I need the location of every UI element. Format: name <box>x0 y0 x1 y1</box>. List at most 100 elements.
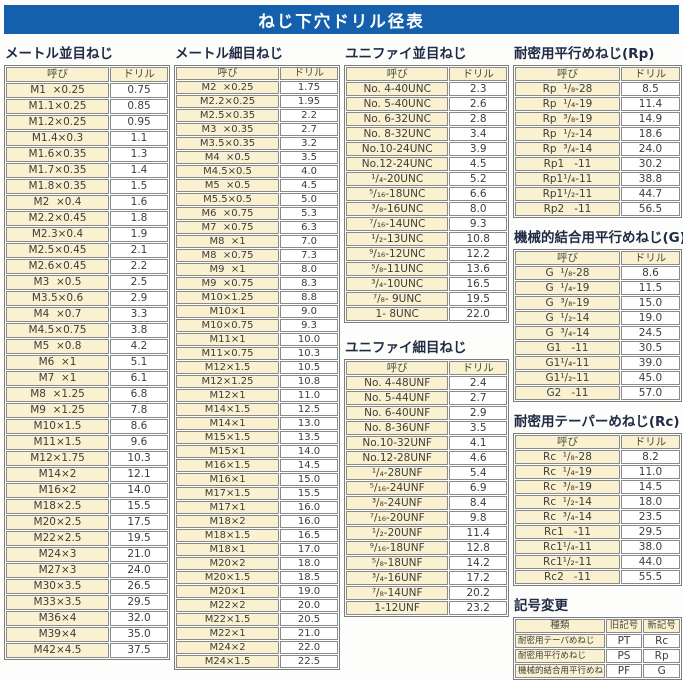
drill-value-cell: 10.8 <box>449 232 507 246</box>
table-row: M1.6×0.35 1.3 <box>6 147 168 162</box>
table-row: Rp1¹/₂-11 44.7 <box>515 187 680 201</box>
table-row: M15×1 14.0 <box>176 445 338 458</box>
column-metric-coarse: メートル並目ねじ 呼び ドリル M1 ×0.25 0.75 M1.1×0.25 0.8… <box>4 34 170 660</box>
table-row: M9 ×0.75 8.3 <box>176 277 338 290</box>
table-row: M4.5×0.75 3.8 <box>6 323 168 338</box>
drill-value-cell: 26.5 <box>110 579 168 594</box>
thread-name-cell: G1¹/₄-11 <box>515 356 620 370</box>
drill-value-cell: 9.8 <box>449 511 507 525</box>
header-row: 呼び ドリル <box>515 435 680 449</box>
table-row: M8 ×1.25 6.8 <box>6 387 168 402</box>
thread-name-cell: M8 ×1 <box>176 235 280 248</box>
table-row: M17×1.5 15.5 <box>176 487 338 500</box>
thread-name-cell: M2.3×0.4 <box>6 227 110 242</box>
table-row: Rc ¹/₈-28 8.2 <box>515 450 680 464</box>
table-row: M22×1 21.0 <box>176 627 338 640</box>
drill-value-cell: 18.6 <box>620 127 680 141</box>
table-row: ³/₄-10UNC 16.5 <box>346 277 507 291</box>
table-row: G ¹/₄-19 11.5 <box>515 281 680 295</box>
thread-name-cell: Rp1 -11 <box>515 157 620 171</box>
thread-name-cell: Rp ¹/₄-19 <box>515 97 620 111</box>
table-row: M4 ×0.7 3.3 <box>6 307 168 322</box>
drill-value-cell: 7.8 <box>110 403 168 418</box>
thread-name-cell: ⁵/₁₆-24UNF <box>346 481 449 495</box>
drill-value-cell: 4.0 <box>280 165 338 178</box>
drill-value-cell: 1.75 <box>280 81 338 94</box>
table-row: Rc ¹/₄-19 11.0 <box>515 465 680 479</box>
thread-name-cell: M1.2×0.25 <box>6 115 110 130</box>
thread-name-cell: ⁹/₁₆-12UNC <box>346 247 449 261</box>
table-row: ³/₈-16UNC 8.0 <box>346 202 507 216</box>
thread-name-cell: ⁷/₁₆-14UNC <box>346 217 449 231</box>
thread-name-cell: M1.4×0.3 <box>6 131 110 146</box>
table-row: G ³/₈-19 15.0 <box>515 296 680 310</box>
thread-name-cell: ¹/₄-20UNC <box>346 172 449 186</box>
drill-value-cell: 21.0 <box>280 627 338 640</box>
drill-value-cell: 15.0 <box>280 473 338 486</box>
section-title-rc: 耐密用テーパーめねじ(Rc) <box>514 414 680 430</box>
drill-value-cell: 4.5 <box>280 179 338 192</box>
drill-value-cell: 20.0 <box>280 599 338 612</box>
table-row: Rp1¹/₄-11 38.8 <box>515 172 680 186</box>
drill-value-cell: 8.4 <box>449 496 507 510</box>
drill-value-cell: 5.4 <box>449 466 507 480</box>
thread-name-cell: M3.5×0.35 <box>176 137 280 150</box>
thread-name-cell: M27×3 <box>6 563 110 578</box>
table-row: Rc1¹/₄-11 38.0 <box>515 540 680 554</box>
drill-value-cell: 23.5 <box>620 510 680 524</box>
drill-value-cell: 5.3 <box>280 207 338 220</box>
table-row: Rp2 -11 56.5 <box>515 202 680 216</box>
drill-value-cell: 4.6 <box>449 451 507 465</box>
table-row: M2.2×0.25 1.95 <box>176 95 338 108</box>
drill-value-cell: 10.3 <box>280 347 338 360</box>
thread-name-cell: Rc ¹/₂-14 <box>515 495 620 509</box>
thread-name-cell: M30×3.5 <box>6 579 110 594</box>
thread-name-cell: M2 ×0.4 <box>6 195 110 210</box>
table-row: M39×4 35.0 <box>6 627 168 642</box>
table-row: M14×2 12.1 <box>6 467 168 482</box>
thread-name-cell: M15×1 <box>176 445 280 458</box>
drill-value-cell: 10.3 <box>110 451 168 466</box>
thread-name-cell: M7 ×0.75 <box>176 221 280 234</box>
thread-name-cell: G ¹/₂-14 <box>515 311 620 325</box>
thread-name-cell: M14×2 <box>6 467 110 482</box>
section-title-symbol-change: 記号変更 <box>514 598 568 614</box>
thread-name-cell: G1¹/₂-11 <box>515 371 620 385</box>
thread-name-cell: M4.5×0.75 <box>6 323 110 338</box>
drill-value-cell: 7.3 <box>280 249 338 262</box>
thread-name-cell: No. 8-32UNC <box>346 127 449 141</box>
table-row: M5 ×0.5 4.5 <box>176 179 338 192</box>
table-row: M1.4×0.3 1.1 <box>6 131 168 146</box>
thread-name-cell: M18×1 <box>176 543 280 556</box>
thread-name-cell: M2.5×0.35 <box>176 109 280 122</box>
old-symbol-cell: PS <box>605 649 643 663</box>
thread-name-cell: G1 -11 <box>515 341 620 355</box>
thread-name-cell: G ¹/₈-28 <box>515 266 620 280</box>
thread-name-cell: Rc ³/₈-19 <box>515 480 620 494</box>
thread-name-cell: G ³/₄-14 <box>515 326 620 340</box>
metric-coarse-table: 呼び ドリル M1 ×0.25 0.75 M1.1×0.25 0.85 M1.2×0.2… <box>4 65 170 660</box>
drill-value-cell: 13.6 <box>449 262 507 276</box>
thread-name-cell: M24×3 <box>6 547 110 562</box>
table-row: M1.1×0.25 0.85 <box>6 99 168 114</box>
drill-value-cell: 19.0 <box>280 585 338 598</box>
thread-name-cell: M17×1.5 <box>176 487 280 500</box>
table-row: Rc2 -11 55.5 <box>515 570 680 584</box>
table-row: M18×1.5 16.5 <box>176 529 338 542</box>
thread-name-cell: M12×1.75 <box>6 451 110 466</box>
thread-name-cell: No. 5-40UNC <box>346 97 449 111</box>
thread-kind-cell: 耐密用平行めねじ <box>515 649 605 663</box>
drill-value-cell: 3.5 <box>449 421 507 435</box>
drill-value-cell: 12.5 <box>280 403 338 416</box>
drill-value-cell: 2.2 <box>280 109 338 122</box>
thread-name-cell: Rp1¹/₂-11 <box>515 187 620 201</box>
g-table: 呼び ドリル G ¹/₈-28 8.6 G ¹/₄-19 11.5 G ³/₈-19 15… <box>513 249 682 402</box>
table-row: Rp ¹/₂-14 18.6 <box>515 127 680 141</box>
drill-value-cell: 3.2 <box>280 137 338 150</box>
symbol-change-table: 種類 旧記号 新記号 耐密用テーパめねじ PT Rc 耐密用平行めねじ PS Rp 機械的結… <box>513 617 682 680</box>
table-row: M3 ×0.5 2.5 <box>6 275 168 290</box>
table-row: 耐密用テーパめねじ PT Rc <box>515 634 680 648</box>
drill-value-cell: 2.7 <box>449 391 507 405</box>
table-row: M10×1.25 8.8 <box>176 291 338 304</box>
thread-name-cell: M22×2.5 <box>6 531 110 546</box>
